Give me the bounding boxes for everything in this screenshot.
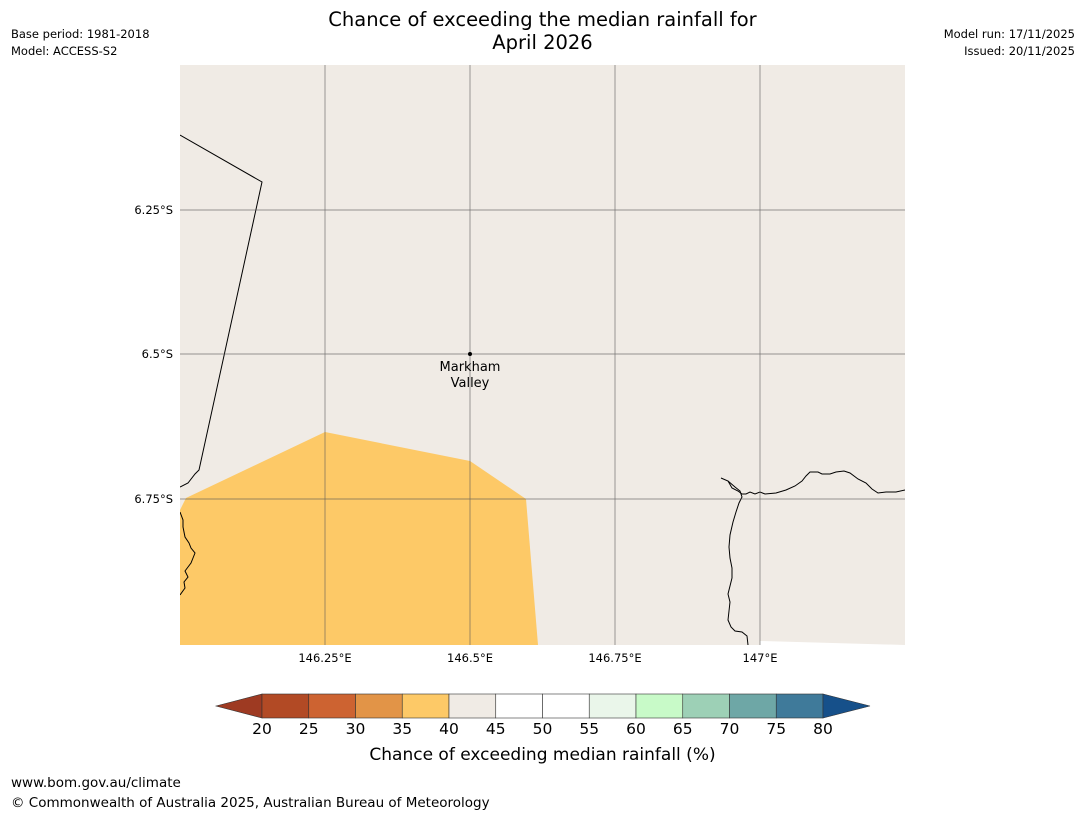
colorbar-bin: [635, 693, 684, 719]
colorbar-bin: [448, 693, 497, 719]
colorbar-tick-label: 20: [252, 720, 272, 738]
colorbar-bin: [401, 693, 450, 719]
model-run: Model run: 17/11/2025: [943, 27, 1075, 41]
colorbar-tick-label: 45: [485, 720, 506, 738]
colorbar-tick-label: 65: [672, 720, 693, 738]
coastline-west: [180, 511, 196, 596]
border-line: [180, 134, 263, 488]
probability-region-35-40: [180, 432, 538, 645]
issued-date: Issued: 20/11/2025: [964, 44, 1075, 58]
model-name: Model: ACCESS-S2: [11, 44, 118, 58]
lat-label-6-25: 6.25°S: [134, 203, 173, 217]
footer-url[interactable]: www.bom.gov.au/climate: [11, 775, 181, 791]
place-name-line-1: Markham: [439, 360, 501, 375]
colorbar-tick-label: 60: [626, 720, 646, 738]
colorbar-extend-high: [822, 693, 871, 719]
place-name-line-2: Valley: [450, 376, 490, 391]
base-period: Base period: 1981-2018: [11, 27, 150, 41]
title-line-1: Chance of exceeding the median rainfall …: [328, 8, 757, 31]
colorbar-tick-label: 50: [532, 720, 553, 738]
colorbar-bin: [355, 693, 403, 719]
colorbar-tick-label: 70: [719, 720, 740, 738]
colorbar-bins: [261, 693, 824, 719]
place-label: Markham Valley: [410, 360, 530, 392]
colorbar-tick-label: 40: [439, 720, 459, 738]
colorbar-extend-low: [214, 693, 263, 719]
title-line-2: April 2026: [492, 31, 593, 54]
colorbar-bin: [682, 693, 730, 719]
lon-label-146-5: 146.5°E: [447, 651, 493, 665]
colorbar-tick-label: 35: [392, 720, 413, 738]
lat-label-6-75: 6.75°S: [134, 492, 173, 506]
colorbar-tick-label: 30: [345, 720, 366, 738]
colorbar-bin: [261, 693, 310, 719]
colorbar-title: Chance of exceeding median rainfall (%): [369, 745, 716, 765]
colorbar-bin: [495, 693, 543, 719]
colorbar-tick-label: 55: [579, 720, 600, 738]
colorbar-tick-label: 80: [813, 720, 833, 738]
lon-label-146-25: 146.25°E: [298, 651, 352, 665]
colorbar-bin: [588, 693, 637, 719]
meta-right: Model run: 17/11/2025 Issued: 20/11/2025: [944, 26, 1075, 60]
white-edge-region: [760, 641, 905, 645]
colorbar: [214, 693, 871, 719]
colorbar-bin: [775, 693, 824, 719]
place-marker: [468, 352, 472, 356]
colorbar-tick-label: 75: [766, 720, 787, 738]
footer-copyright: © Commonwealth of Australia 2025, Austra…: [11, 795, 490, 811]
coastline-east: [720, 470, 905, 495]
meta-left: Base period: 1981-2018 Model: ACCESS-S2: [11, 26, 150, 60]
colorbar-tick-label: 25: [298, 720, 319, 738]
lon-label-147: 147°E: [742, 651, 778, 665]
lon-label-146-75: 146.75°E: [588, 651, 642, 665]
colorbar-bin: [542, 693, 590, 719]
lat-label-6-5: 6.5°S: [141, 347, 173, 361]
coastline-gulf: [727, 480, 749, 645]
colorbar-bin: [308, 693, 356, 719]
chart-title: Chance of exceeding the median rainfall …: [0, 8, 1085, 54]
colorbar-bin: [729, 693, 777, 719]
